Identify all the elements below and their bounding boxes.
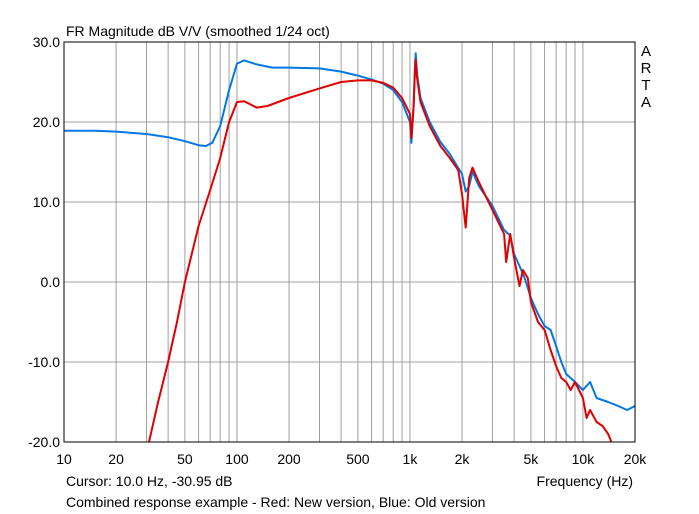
y-tick-label: 30.0 — [33, 34, 60, 50]
y-tick-label: 0.0 — [41, 274, 61, 290]
x-tick-label: 100 — [225, 451, 249, 467]
series-line-red — [148, 58, 613, 442]
plot-frame — [63, 41, 636, 443]
y-tick-label: -10.0 — [28, 354, 60, 370]
brand-letter: R — [641, 60, 652, 77]
brand-letter: T — [641, 77, 650, 94]
x-tick-label: 1k — [403, 451, 419, 467]
x-tick-label: 500 — [346, 451, 370, 467]
brand-letter: A — [641, 43, 651, 60]
x-tick-labels: 10 20 50 100 200 500 1k 2k 5k 10k 20k — [56, 451, 647, 467]
grid — [64, 42, 635, 442]
series-group — [64, 52, 635, 442]
footer-caption: Combined response example - Red: New ver… — [66, 494, 485, 510]
y-tick-labels: 30.0 20.0 10.0 0.0 -10.0 -20.0 — [28, 34, 60, 450]
x-tick-label: 10 — [56, 451, 72, 467]
series-line-blue — [64, 52, 635, 411]
x-axis-label: Frequency (Hz) — [537, 473, 633, 489]
x-tick-label: 10k — [572, 451, 596, 467]
cursor-readout: Cursor: 10.0 Hz, -30.95 dB — [66, 473, 233, 489]
x-tick-label: 20 — [108, 451, 124, 467]
brand-letter: A — [641, 94, 651, 111]
y-tick-label: 10.0 — [33, 194, 60, 210]
x-tick-label: 2k — [455, 451, 471, 467]
x-tick-label: 50 — [177, 451, 193, 467]
y-tick-label: 20.0 — [33, 114, 60, 130]
y-tick-label: -20.0 — [28, 434, 60, 450]
x-tick-label: 5k — [523, 451, 539, 467]
x-tick-label: 20k — [624, 451, 648, 467]
chart-title: FR Magnitude dB V/V (smoothed 1/24 oct) — [66, 23, 330, 39]
x-tick-label: 200 — [277, 451, 301, 467]
